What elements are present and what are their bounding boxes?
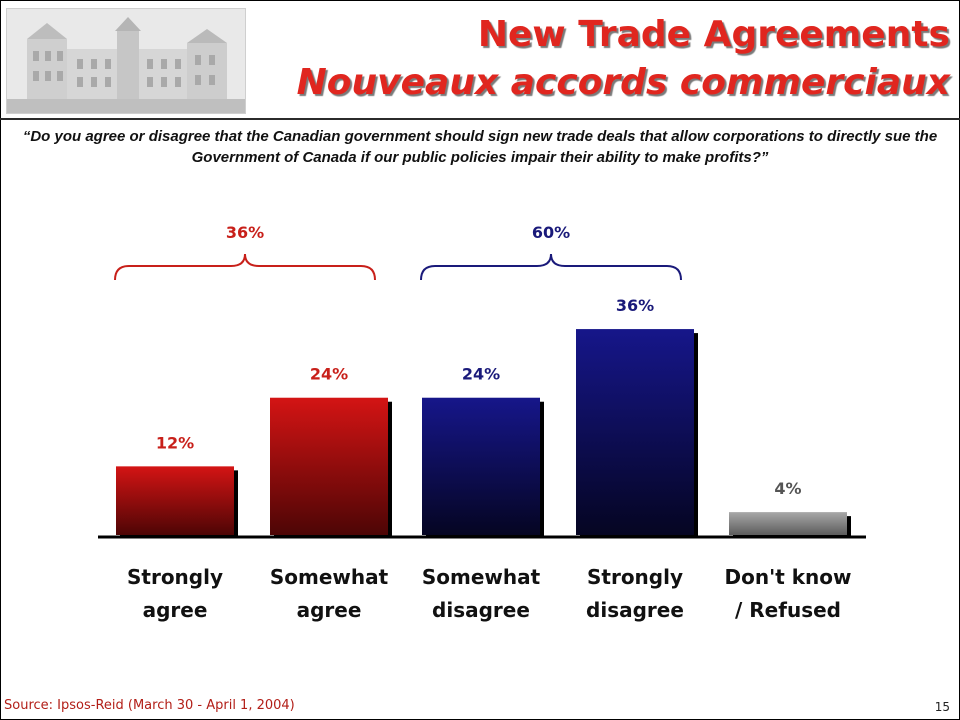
category-label: Strongly [587, 565, 683, 589]
category-label: / Refused [735, 598, 841, 622]
bar-1 [116, 466, 234, 535]
bar-4 [576, 329, 694, 535]
category-label: agree [297, 598, 362, 622]
survey-question: “Do you agree or disagree that the Canad… [22, 128, 938, 166]
slide-title-english: New Trade Agreements [477, 14, 950, 55]
category-label: Strongly [127, 565, 223, 589]
category-label: disagree [586, 598, 684, 622]
group-total-label: 60% [532, 223, 570, 242]
value-label: 36% [616, 296, 654, 315]
group-brace [114, 253, 376, 281]
category-label: Don't know [725, 565, 852, 589]
category-label: disagree [432, 598, 530, 622]
category-label: agree [143, 598, 208, 622]
bar-3 [422, 397, 540, 535]
source-note: Source: Ipsos-Reid (March 30 - April 1, … [4, 698, 295, 713]
value-label: 12% [156, 433, 194, 452]
value-label: 24% [310, 365, 348, 384]
bar-5 [729, 512, 847, 535]
building-illustration [7, 9, 245, 113]
category-label: Somewhat [422, 565, 541, 589]
slide-title-french: Nouveaux accords commerciaux [296, 62, 950, 103]
header-building-photo [6, 8, 246, 114]
header-divider [0, 118, 960, 120]
category-label: Somewhat [270, 565, 389, 589]
page-number: 15 [934, 700, 950, 714]
value-label: 4% [774, 479, 801, 498]
bar-2 [270, 397, 388, 535]
group-brace [420, 253, 682, 281]
group-total-label: 36% [226, 223, 264, 242]
value-label: 24% [462, 365, 500, 384]
